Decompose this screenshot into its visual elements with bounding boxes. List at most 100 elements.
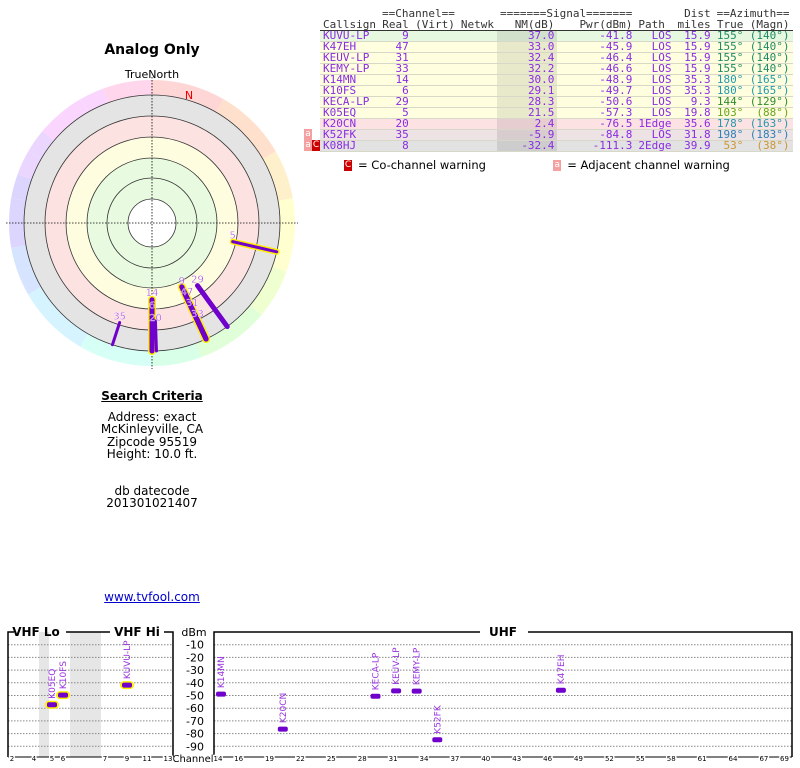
criteria-zip: Zipcode 95519 — [106, 434, 198, 449]
dbm-tick-label: -30 — [186, 664, 204, 677]
adjacent-channel-warning-badge: a — [304, 140, 312, 151]
spectrum-chart: -10-20-30-40-50-60-70-80-90 VHF Lo VHF Hi U… — [7, 625, 793, 765]
signal-marker — [58, 692, 68, 698]
cell-true: 155° — [713, 63, 747, 75]
station-row[interactable]: K05EQ 5 21.5 -57.3 LOS 19.8 103° (88°) — [320, 107, 793, 119]
cell-real: 14 — [378, 74, 412, 86]
signal-marker — [555, 687, 566, 693]
range-ring — [127, 198, 177, 248]
station-channel-label: 33 — [191, 309, 204, 320]
station-row[interactable]: KEUV-LP 31 32.4 -46.4 LOS 15.9 155° (140°) — [320, 52, 793, 64]
search-criteria: Search Criteria Address: exact McKinleyv… — [0, 390, 304, 510]
tvfool-link[interactable]: www.tvfool.com — [104, 590, 200, 604]
cell-path: LOS — [635, 30, 675, 42]
cell-nm: -5.9 — [496, 129, 558, 141]
cell-path: LOS — [635, 52, 675, 64]
uhf-frame — [213, 631, 793, 757]
signal-callsign-label: KEUV-LP — [392, 647, 402, 685]
column-header: NM(dB) — [514, 18, 555, 31]
signal-callsign-label: K10FS — [59, 661, 69, 689]
dbm-tick-label: -20 — [186, 651, 204, 664]
channel-tick-label: 13 — [164, 755, 173, 763]
station-row[interactable]: K52FK 35 -5.9 -84.8 LOS 31.8 198° (183°) — [320, 129, 793, 141]
cell-pwr: -46.4 — [557, 52, 636, 64]
cell-magn: (129°) — [746, 96, 793, 108]
cell-pwr: -49.7 — [557, 85, 636, 97]
cell-nm: -32.4 — [496, 140, 558, 152]
channel-tick-label: 43 — [512, 755, 521, 763]
station-row[interactable]: K10FS 6 29.1 -49.7 LOS 35.3 180° (165°) — [320, 85, 793, 97]
channel-tick-label: 25 — [327, 755, 336, 763]
channel-tick-label: 58 — [667, 755, 676, 763]
column-header: Path — [638, 18, 665, 31]
cell-real: 35 — [378, 129, 412, 141]
station-channel-label: 31 — [186, 298, 199, 309]
station-row[interactable]: KEMY-LP 33 32.2 -46.6 LOS 15.9 155° (140°) — [320, 63, 793, 75]
cell-pwr: -48.9 — [557, 74, 636, 86]
station-bearing-line — [180, 287, 209, 342]
cell-pwr: -46.6 — [557, 63, 636, 75]
signal-marker — [432, 737, 443, 743]
cell-callsign: K14MN — [320, 74, 379, 86]
cell-true: 53° — [713, 140, 747, 152]
station-row[interactable]: K47EH 47 33.0 -45.9 LOS 15.9 155° (140°) — [320, 41, 793, 53]
cell-netwk — [457, 52, 497, 64]
cell-callsign: K08HJ — [320, 140, 379, 152]
cell-netwk — [457, 107, 497, 119]
cell-dist: 39.9 — [674, 140, 714, 152]
column-header: Netwk — [460, 18, 494, 31]
dbm-tick-label: -40 — [186, 677, 204, 690]
cell-magn: (163°) — [746, 118, 793, 130]
cell-real: 8 — [378, 140, 412, 152]
cell-real: 33 — [378, 63, 412, 75]
vhf-gap-band — [70, 632, 101, 757]
station-row[interactable]: KECA-LP 29 28.3 -50.6 LOS 9.3 144° (129°) — [320, 96, 793, 108]
dbm-tick-label: -50 — [186, 690, 204, 703]
cell-real: 9 — [378, 30, 412, 42]
station-row[interactable]: K20CN 20 2.4 -76.5 1Edge 35.6 178° (163°) — [320, 118, 793, 130]
cell-magn: (165°) — [746, 74, 793, 86]
channel-tick-label: 16 — [234, 755, 243, 763]
co-channel-badge: C — [344, 160, 352, 171]
station-row[interactable]: KUVU-LP 9 37.0 -41.8 LOS 15.9 155° (140°) — [320, 30, 793, 42]
cell-path: LOS — [635, 74, 675, 86]
channel-tick-label: 67 — [759, 755, 768, 763]
station-bearing-line — [231, 240, 279, 254]
cell-magn: (38°) — [746, 140, 793, 152]
criteria-city: McKinleyville, CA — [100, 422, 204, 436]
cell-netwk — [457, 41, 497, 53]
band-label-uhf: UHF — [489, 625, 517, 639]
cell-true: 178° — [713, 118, 747, 130]
cell-virt — [411, 52, 458, 64]
cell-virt — [411, 30, 458, 42]
cell-real: 20 — [378, 118, 412, 130]
station-row[interactable]: K14MN 14 30.0 -48.9 LOS 35.3 180° (165°) — [320, 74, 793, 86]
cell-callsign: K47EH — [320, 41, 379, 53]
channel-tick-label: 14 — [214, 755, 223, 763]
channel-tick-label: 64 — [729, 755, 738, 763]
cell-netwk — [457, 140, 497, 152]
channel-tick-label: 31 — [389, 755, 398, 763]
signal-callsign-label: K05EQ — [48, 669, 58, 699]
cell-path: LOS — [635, 107, 675, 119]
cell-netwk — [457, 30, 497, 42]
column-header: Callsign — [323, 18, 376, 31]
cell-callsign: K10FS — [320, 85, 379, 97]
cell-dist: 35.3 — [674, 74, 714, 86]
channel-tick-label: 9 — [125, 755, 129, 763]
dbm-tick-label: -80 — [186, 728, 204, 741]
channel-tick-label: 5 — [50, 755, 54, 763]
channel-tick-label: 46 — [543, 755, 552, 763]
cell-path: LOS — [635, 85, 675, 97]
station-channel-label: 6 — [149, 301, 155, 312]
cell-path: LOS — [635, 63, 675, 75]
cell-pwr: -111.3 — [557, 140, 636, 152]
cell-true: 144° — [713, 96, 747, 108]
cell-callsign: KECA-LP — [320, 96, 379, 108]
station-row[interactable]: K08HJ 8 -32.4 -111.3 2Edge 39.9 53° (38°) — [320, 140, 793, 152]
cell-virt — [411, 129, 458, 141]
cell-nm: 29.1 — [496, 85, 558, 97]
channel-tick-label: 40 — [481, 755, 490, 763]
channel-tick-label: 52 — [605, 755, 614, 763]
